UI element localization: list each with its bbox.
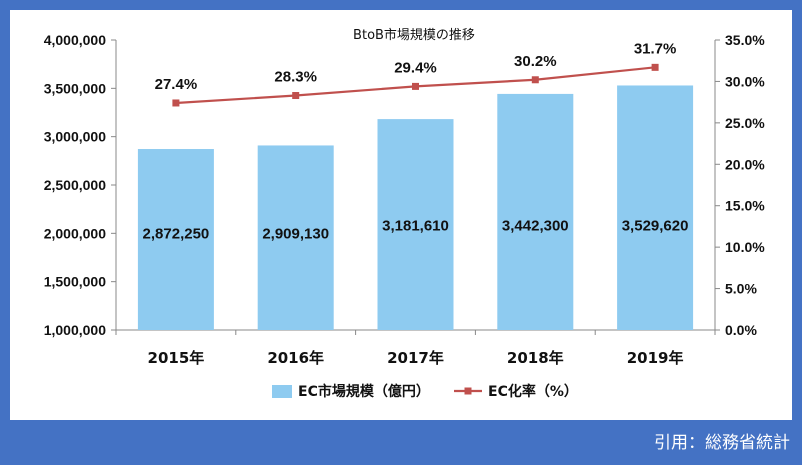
legend-swatch-marker — [464, 387, 472, 395]
chart-panel: 1,000,000 1,500,000 2,000,000 2,500,000 3,00… — [10, 10, 792, 420]
bar — [137, 149, 214, 330]
line-data-label: 28.3% — [274, 69, 317, 86]
y-right-tick-label: 5.0% — [725, 281, 757, 297]
y-right-tick-label: 30.0% — [725, 73, 765, 89]
line-data-label: 31.7% — [634, 40, 677, 57]
legend-swatch-bar — [272, 385, 292, 398]
x-category-label: 2016年 — [267, 349, 324, 367]
line-data-label: 27.4% — [155, 76, 198, 93]
line-point — [531, 76, 539, 84]
combo-chart: 1,000,000 1,500,000 2,000,000 2,500,000 3,00… — [44, 27, 766, 400]
y-left-tick-label: 4,000,000 — [44, 32, 106, 48]
bar — [377, 119, 454, 331]
bar-data-label: 2,909,130 — [262, 225, 329, 242]
bar-data-label: 3,442,300 — [502, 217, 569, 234]
line-point — [651, 63, 659, 71]
y-right-tick-label: 10.0% — [725, 239, 765, 255]
bar-data-label: 2,872,250 — [143, 225, 210, 242]
y-right-tick-label: 15.0% — [725, 198, 765, 214]
line-point — [292, 92, 300, 100]
line-point — [412, 82, 419, 90]
y-left-tick-label: 3,500,000 — [44, 80, 106, 96]
y-right-tick-label: 25.0% — [725, 115, 765, 131]
bar-data-label: 3,529,620 — [622, 217, 689, 234]
x-category-label: 2019年 — [627, 349, 684, 367]
y-right-tick-label: 20.0% — [725, 156, 765, 172]
y-left-tick-label: 2,000,000 — [44, 225, 106, 241]
y-left-tick-label: 1,500,000 — [44, 274, 106, 290]
bar — [257, 145, 334, 330]
bar — [617, 85, 694, 331]
line-data-label: 30.2% — [514, 53, 557, 70]
legend-label-bar: EC市場規模（億円） — [298, 383, 430, 400]
y-left-tick-label: 2,500,000 — [44, 177, 106, 193]
x-category-label: 2015年 — [148, 349, 205, 367]
bar-data-label: 3,181,610 — [382, 217, 449, 234]
bar — [497, 93, 574, 330]
y-left-tick-label: 1,000,000 — [44, 322, 106, 338]
line-point — [172, 99, 180, 107]
chart-title: BtoB市場規模の推移 — [353, 27, 475, 43]
y-left-tick-label: 3,000,000 — [44, 129, 106, 145]
y-right-tick-label: 0.0% — [725, 322, 757, 338]
x-category-label: 2018年 — [507, 349, 564, 367]
y-right-tick-label: 35.0% — [725, 32, 765, 48]
line-data-label: 29.4% — [394, 59, 437, 76]
x-category-label: 2017年 — [387, 349, 444, 367]
source-note: 引用：総務省統計 — [654, 433, 790, 453]
legend-label-line: EC化率（%） — [488, 383, 578, 400]
